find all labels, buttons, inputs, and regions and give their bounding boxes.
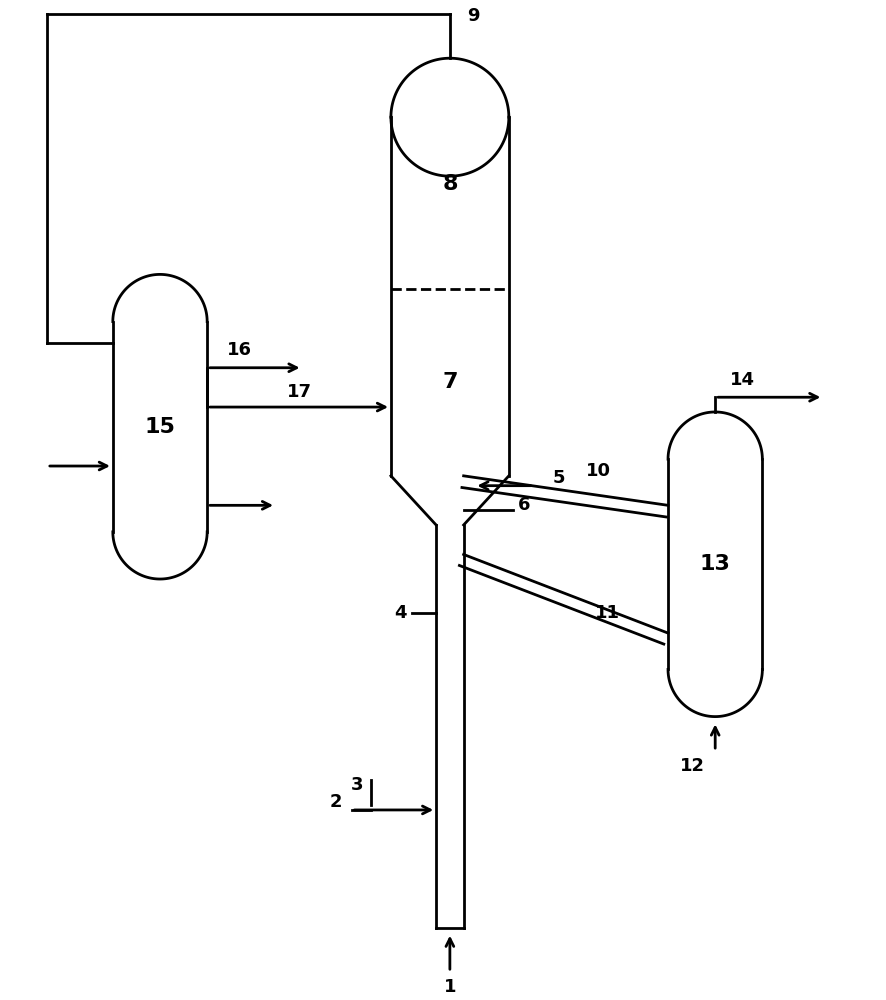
Text: 12: 12 [680, 757, 705, 775]
Text: 16: 16 [227, 341, 252, 359]
Text: 14: 14 [730, 371, 755, 389]
Text: 8: 8 [442, 174, 458, 194]
Text: 7: 7 [442, 372, 458, 392]
Text: 13: 13 [700, 554, 731, 574]
Text: 15: 15 [144, 417, 175, 437]
Text: 9: 9 [468, 7, 480, 25]
Text: 5: 5 [553, 469, 565, 487]
Text: 4: 4 [394, 604, 407, 622]
Text: 3: 3 [351, 776, 363, 794]
Text: 10: 10 [586, 462, 610, 480]
Text: 6: 6 [517, 496, 530, 514]
Text: 1: 1 [444, 978, 456, 996]
Text: 17: 17 [286, 383, 312, 401]
Text: 2: 2 [330, 793, 342, 811]
Text: 11: 11 [595, 604, 620, 622]
